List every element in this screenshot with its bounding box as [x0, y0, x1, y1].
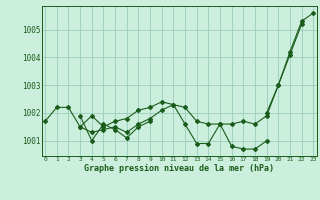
X-axis label: Graphe pression niveau de la mer (hPa): Graphe pression niveau de la mer (hPa)	[84, 164, 274, 173]
